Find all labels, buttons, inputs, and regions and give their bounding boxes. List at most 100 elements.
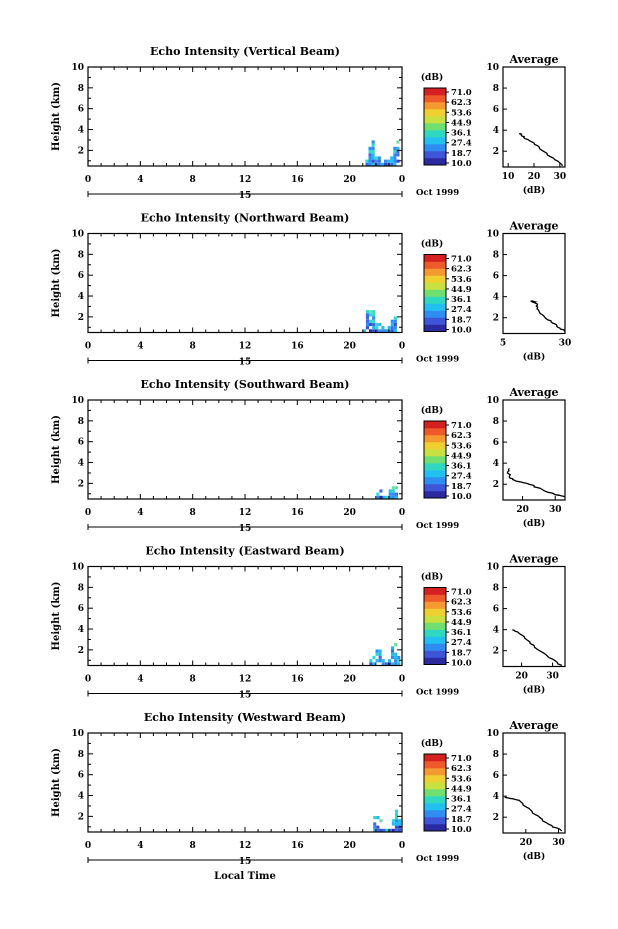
echo-cell [387, 662, 391, 666]
x-tick-label: 20 [343, 841, 356, 851]
colorbar-band [424, 137, 446, 145]
echo-cell [394, 809, 398, 813]
y-tick-label: 4 [78, 792, 84, 802]
echo-cell [390, 329, 394, 333]
echo-cell [385, 828, 389, 832]
y-tick-label: 4 [78, 126, 84, 136]
plot-frame [87, 232, 403, 334]
colorbar-band [424, 824, 446, 832]
echo-cell [394, 822, 398, 826]
colorbar-band [424, 109, 446, 117]
y-tick-label: 8 [78, 250, 84, 260]
echo-cell [390, 162, 394, 166]
echo-cell [394, 655, 398, 660]
average-frame [502, 732, 566, 834]
colorbar-band [424, 463, 446, 471]
colorbar-band [424, 442, 446, 450]
echo-cell [379, 828, 383, 832]
echo-cell [368, 159, 372, 163]
avg-x-label: (dB) [523, 518, 545, 529]
colorbar-band [424, 608, 446, 616]
echo-cell [397, 659, 401, 663]
colorbar-band [424, 491, 446, 499]
colorbar-band [424, 782, 446, 790]
avg-x-tick-label: 30 [546, 672, 559, 682]
colorbar-label: 18.7 [451, 315, 472, 325]
echo-cell [375, 329, 379, 333]
colorbar-band [424, 296, 446, 304]
echo-cell [368, 150, 372, 154]
avg-y-tick-label: 10 [486, 396, 499, 406]
avg-x-label: (dB) [523, 851, 545, 862]
day-label: 15 [239, 191, 252, 201]
y-axis-label: Height (km) [51, 748, 62, 817]
colorbar-frame [423, 87, 447, 166]
echo-cell [379, 489, 383, 493]
echo-cell [378, 649, 382, 653]
colorbar-band [424, 421, 446, 429]
x-tick-label: 16 [291, 508, 304, 518]
average-profile-line [519, 132, 563, 167]
y-tick-label: 4 [78, 459, 84, 469]
echo-cell [377, 159, 381, 163]
colorbar-band [424, 289, 446, 297]
y-tick-label: 6 [78, 771, 84, 781]
x-tick-label: 20 [343, 508, 356, 518]
echo-cell [371, 143, 375, 147]
colorbar-unit: (dB) [421, 72, 443, 83]
date-label: Oct 1999 [416, 688, 459, 698]
colorbar-label: 71.0 [451, 255, 472, 265]
y-tick-label: 2 [78, 146, 84, 156]
echo-cell [388, 828, 392, 832]
echo-cell [372, 322, 376, 327]
colorbar-band [424, 317, 446, 325]
echo-cell [378, 329, 382, 333]
echo-cell [396, 150, 400, 154]
colorbar-band [424, 650, 446, 658]
colorbar-band [424, 477, 446, 485]
echo-cell [390, 156, 394, 160]
avg-y-tick-label: 10 [486, 729, 499, 739]
colorbar-label: 62.3 [451, 265, 472, 275]
colorbar-band [424, 796, 446, 804]
echo-cell [371, 146, 375, 150]
colorbar-label: 44.9 [451, 784, 472, 794]
colorbar-label: 10.0 [451, 159, 472, 169]
avg-x-tick-label: 30 [549, 505, 562, 515]
plot-frame [87, 399, 403, 500]
echo-cell [387, 326, 391, 330]
colorbar-band [424, 144, 446, 152]
echo-cell [396, 146, 400, 150]
echo-cell [375, 652, 379, 656]
day-label: 15 [239, 524, 252, 534]
colorbar-band [424, 803, 446, 811]
x-axis-label: Local Time [214, 871, 276, 882]
y-tick-label: 2 [78, 646, 84, 656]
echo-cell [394, 819, 398, 823]
echo-cell [371, 156, 375, 160]
echo-cell [371, 159, 375, 163]
colorbar-label: 18.7 [451, 648, 472, 658]
avg-x-tick-label: 10 [502, 172, 515, 182]
echo-cell [394, 825, 398, 829]
echo-cell [369, 329, 373, 333]
x-tick-label: 12 [239, 342, 252, 352]
y-tick-label: 6 [78, 438, 84, 448]
echo-cell [391, 819, 395, 823]
echo-cell [372, 662, 376, 666]
avg-y-tick-label: 2 [493, 480, 499, 490]
echo-cell [387, 659, 391, 663]
x-tick-label: 0 [399, 342, 405, 352]
x-tick-label: 12 [239, 508, 252, 518]
avg-x-tick-label: 30 [559, 339, 572, 349]
colorbar-unit: (dB) [421, 738, 443, 749]
y-tick-label: 6 [78, 604, 84, 614]
echo-cell [368, 146, 372, 150]
echo-cell [393, 322, 397, 327]
colorbar-band [424, 449, 446, 457]
echo-cell [368, 156, 372, 160]
echo-cell [378, 659, 382, 663]
echo-cell [376, 825, 380, 829]
x-tick-label: 0 [85, 175, 91, 185]
colorbar-label: 18.7 [451, 149, 472, 159]
